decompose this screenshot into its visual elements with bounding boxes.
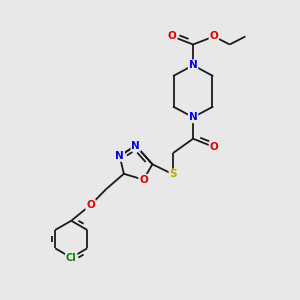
Text: O: O [86, 200, 95, 210]
Text: N: N [131, 140, 140, 151]
Text: S: S [169, 169, 177, 179]
Text: Cl: Cl [66, 253, 76, 262]
Text: O: O [139, 175, 148, 185]
Text: O: O [168, 32, 177, 41]
Text: O: O [209, 142, 218, 152]
Text: N: N [189, 60, 197, 70]
Text: N: N [189, 112, 197, 122]
Text: O: O [209, 32, 218, 41]
Text: N: N [115, 151, 124, 161]
